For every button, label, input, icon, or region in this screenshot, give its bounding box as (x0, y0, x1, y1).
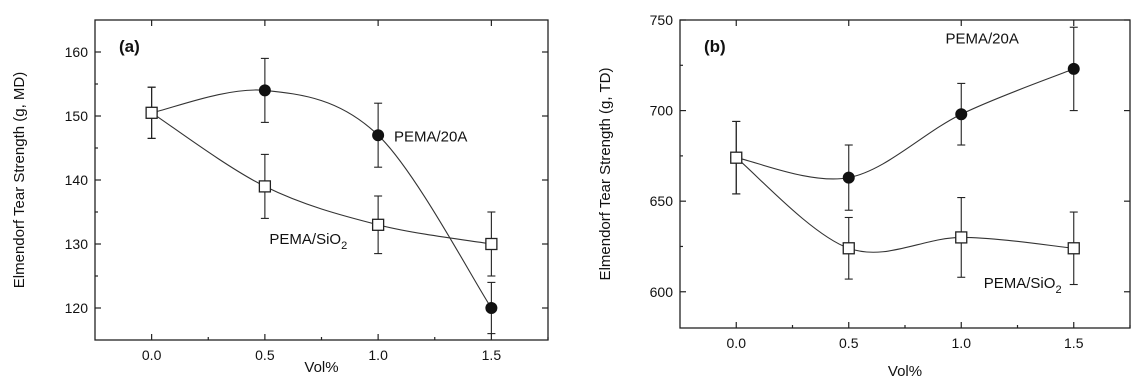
panel-a-plot-frame (94, 19, 549, 341)
panel-b-y-tick-label: 700 (650, 103, 674, 119)
panel-a-20a-point (485, 302, 498, 314)
panel-b-20a-point (955, 108, 968, 121)
panel-b-x-axis-title: Vol% (888, 363, 922, 380)
panel-b-sio2-point (1067, 242, 1080, 255)
panel-b-y-tick-label: 650 (650, 193, 674, 209)
panel-a-y-tick-label: 120 (65, 300, 89, 316)
panel-a-y-tick-label: 150 (65, 108, 89, 124)
panel-a-20a-point (258, 84, 271, 97)
panel-a-x-tick-label: 1.0 (368, 347, 388, 363)
panel-a-x-tick-label: 0.5 (255, 347, 275, 363)
panel-a-y-axis-title: Elmendorf Tear Strength (g, MD) (11, 72, 28, 288)
panel-a-20a-label: PEMA/20A (394, 129, 467, 146)
panel-b-sio2-curve (735, 157, 1074, 253)
panel-a-sio2-label-subscript: 2 (341, 240, 347, 252)
panel-a-y-tick-label: 160 (65, 44, 89, 60)
panel-a-sio2-point (145, 106, 158, 119)
panel-a-sio2-label: PEMA/SiO2 (269, 231, 347, 252)
panel-a-label: (a) (119, 37, 140, 56)
panel-b-20a-point (842, 171, 855, 184)
panel-a-sio2-point (258, 180, 272, 193)
panel-b-sio2-label-subscript: 2 (1055, 284, 1061, 296)
panel-b-sio2-point (842, 242, 855, 255)
panel-a-20a-point (372, 129, 385, 142)
panel-b-x-tick-label: 0.0 (727, 335, 747, 351)
panel-b-x-tick-label: 1.5 (1064, 335, 1084, 351)
panel-b-label: (b) (704, 37, 726, 56)
panel-a-sio2-point (371, 218, 385, 231)
panel-b-x-tick-label: 0.5 (839, 335, 859, 351)
panel-b-sio2-label: PEMA/SiO2 (984, 275, 1062, 296)
panel-a-y-tick-label: 140 (65, 172, 89, 188)
panel-b-20a-label: PEMA/20A (946, 31, 1019, 48)
panel-b-y-tick-label: 750 (650, 12, 674, 28)
panel-a-sio2-curve (151, 112, 492, 245)
panel-a-x-tick-label: 0.0 (142, 347, 162, 363)
panel-a-y-tick-label: 130 (65, 236, 89, 252)
panel-b-plot-frame (679, 19, 1131, 329)
panel-b-y-axis-title: Elmendorf Tear Strength (g, TD) (597, 68, 614, 281)
panel-b-20a-curve (736, 68, 1074, 180)
panel-a-20a-curve (151, 89, 492, 309)
panel-b-y-tick-label: 600 (650, 284, 674, 300)
panel-b-sio2-point (955, 231, 968, 244)
panel-a-x-tick-label: 1.5 (482, 347, 502, 363)
panel-b-sio2-point (730, 151, 743, 164)
panel-b-x-tick-label: 1.0 (952, 335, 972, 351)
panel-b-20a-point (1067, 62, 1080, 75)
panel-a-x-axis-title: Vol% (304, 359, 338, 376)
panel-a-sio2-point (485, 237, 498, 251)
